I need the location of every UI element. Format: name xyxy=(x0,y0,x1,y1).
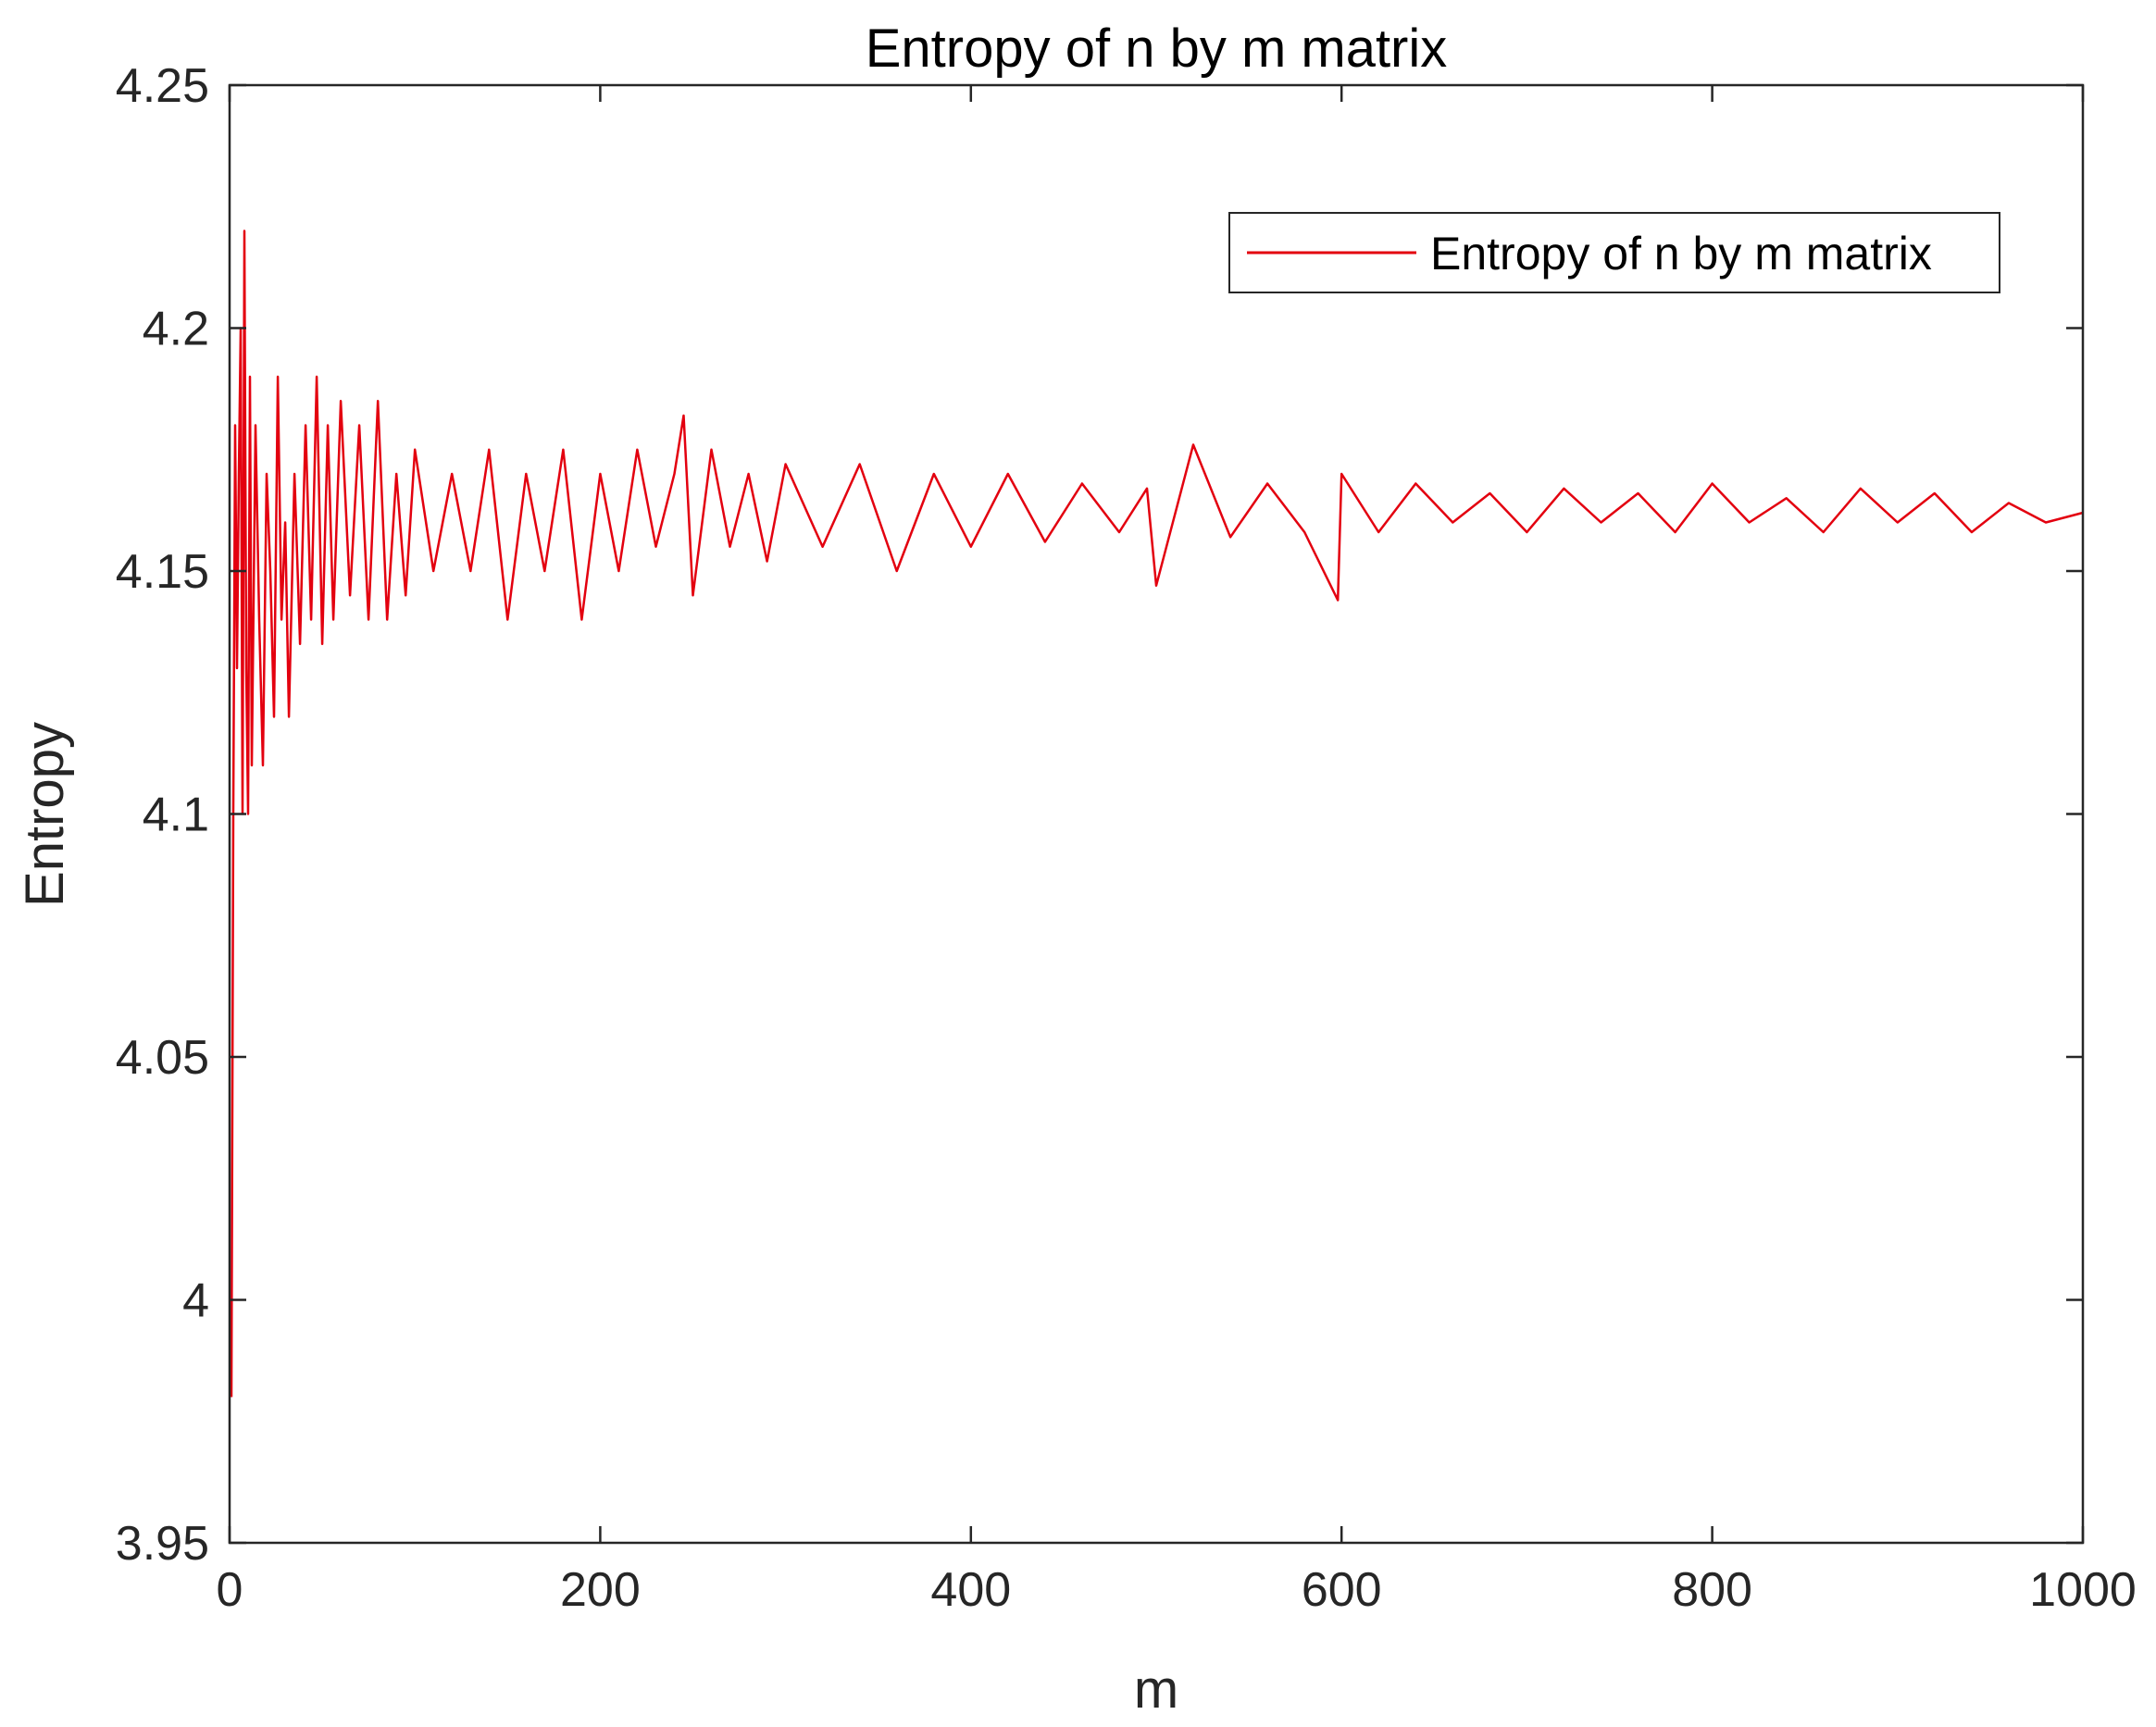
x-tick-label: 200 xyxy=(560,1563,641,1617)
x-tick-label: 800 xyxy=(1672,1563,1752,1617)
plot-area xyxy=(230,85,2083,1543)
y-tick-label: 3.95 xyxy=(116,1517,209,1571)
legend-label: Entropy of n by m matrix xyxy=(1430,228,1932,280)
x-tick-label: 600 xyxy=(1302,1563,1382,1617)
x-axis-label: m xyxy=(1134,1659,1178,1720)
x-tick-label: 1000 xyxy=(2029,1563,2137,1617)
chart-title: Entropy of n by m matrix xyxy=(866,19,1448,79)
x-tick-label: 400 xyxy=(930,1563,1011,1617)
y-tick-label: 4.05 xyxy=(116,1031,209,1085)
y-axis-label: Entropy xyxy=(15,722,75,907)
y-tick-label: 4.1 xyxy=(143,789,209,842)
y-tick-label: 4.25 xyxy=(116,59,209,113)
series-line xyxy=(230,230,2084,1398)
legend[interactable]: Entropy of n by m matrix xyxy=(1228,212,2000,293)
series-layer xyxy=(230,230,2084,1398)
ticks-layer: 0 200 400 600 800 1000 3.95 4 4.05 4.1 4.15 4.2 4.25 xyxy=(116,59,2137,1617)
y-tick-label: 4.15 xyxy=(116,545,209,599)
y-tick-label: 4 xyxy=(182,1274,209,1328)
y-tick-label: 4.2 xyxy=(143,303,209,356)
x-tick-label: 0 xyxy=(217,1563,243,1617)
